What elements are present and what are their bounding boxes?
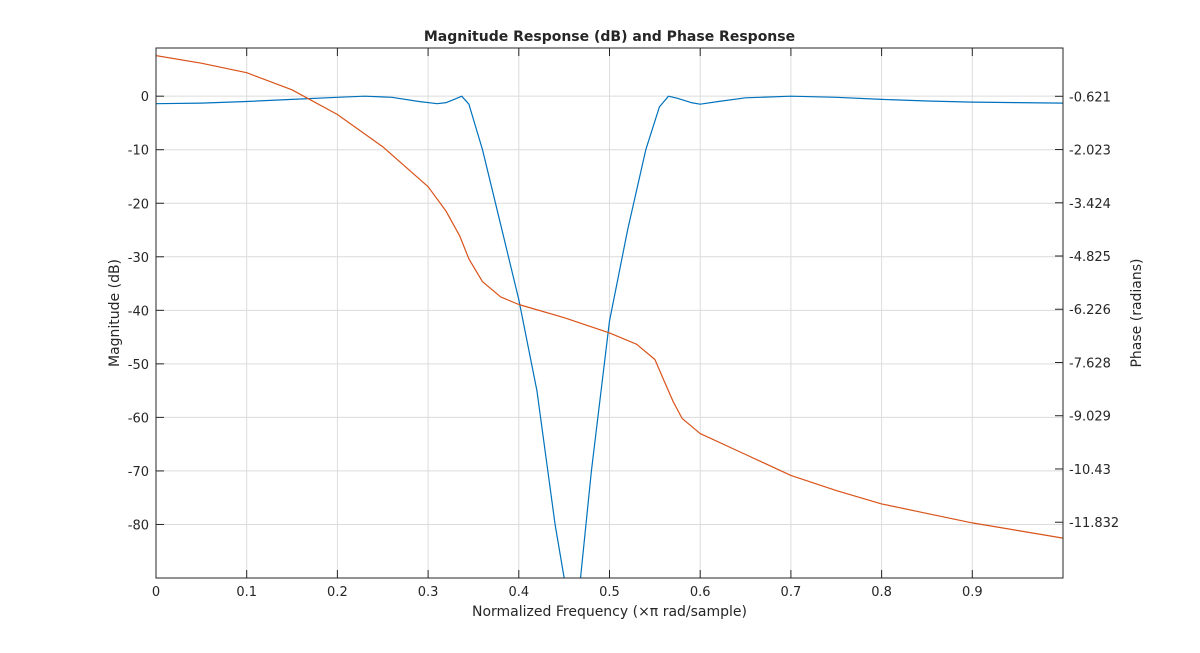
x-tick-label: 0.8 (871, 585, 892, 600)
x-tick-label: 0.9 (962, 585, 983, 600)
chart-title: Magnitude Response (dB) and Phase Respon… (424, 29, 795, 45)
series-group (156, 55, 1063, 578)
left-tick-label: -20 (128, 197, 149, 212)
right-y-axis: -0.621 -2.023 -3.424 -4.825 -6.226 -7.628 -9.0… (1055, 90, 1119, 531)
left-tick-label: 0 (141, 90, 149, 105)
x-tick-label: 0.7 (781, 585, 802, 600)
left-y-axis-label: Magnitude (dB) (107, 259, 123, 367)
x-axis-label: Normalized Frequency (×π rad/sample) (472, 604, 747, 620)
left-y-axis: 0 -10 -20 -30 -40 -50 -60 -70 -80 (128, 90, 164, 533)
right-tick-label: -7.628 (1069, 357, 1111, 372)
x-axis: 0 0.1 0.2 0.3 0.4 0.5 0.6 0.7 0.8 0.9 (152, 48, 983, 600)
left-tick-label: -10 (128, 144, 149, 159)
right-tick-label: -11.832 (1069, 516, 1119, 531)
left-tick-label: -60 (128, 411, 149, 426)
right-tick-label: -2.023 (1069, 144, 1111, 159)
x-tick-label: 0 (152, 585, 160, 600)
left-tick-label: -70 (128, 465, 149, 480)
left-tick-label: -40 (128, 304, 149, 319)
x-tick-label: 0.3 (418, 585, 439, 600)
magnitude-response-line (156, 95, 1063, 578)
left-tick-label: -30 (128, 251, 149, 266)
right-tick-label: -3.424 (1069, 197, 1111, 212)
right-tick-label: -10.43 (1069, 463, 1111, 478)
x-tick-label: 0.5 (599, 585, 620, 600)
right-tick-label: -0.621 (1069, 90, 1111, 105)
left-tick-label: -50 (128, 358, 149, 373)
right-y-axis-label: Phase (radians) (1129, 258, 1145, 367)
left-tick-label: -80 (128, 518, 149, 533)
x-tick-label: 0.2 (327, 585, 348, 600)
x-tick-label: 0.6 (690, 585, 711, 600)
right-tick-label: -4.825 (1069, 250, 1111, 265)
x-tick-label: 0.4 (508, 585, 529, 600)
right-tick-label: -9.029 (1069, 410, 1111, 425)
right-tick-label: -6.226 (1069, 303, 1111, 318)
x-tick-label: 0.1 (236, 585, 257, 600)
grid (156, 48, 1063, 578)
phase-response-line (156, 55, 1063, 539)
